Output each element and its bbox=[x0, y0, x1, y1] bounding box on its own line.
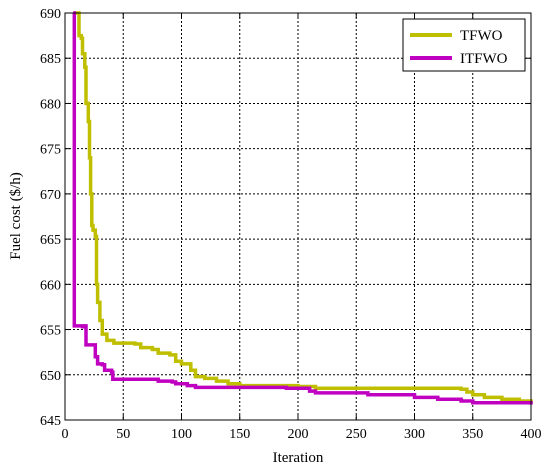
y-tick-label: 665 bbox=[40, 233, 61, 248]
x-tick-labels: 0 50 100 150 200 250 300 350 400 bbox=[62, 427, 542, 442]
x-tick-label: 400 bbox=[521, 427, 542, 442]
plot-frame bbox=[64, 12, 532, 421]
plot-area bbox=[65, 13, 531, 420]
y-tick-label: 675 bbox=[40, 143, 61, 158]
y-axis-title: Fuel cost ($/h) bbox=[8, 172, 24, 260]
x-tick-label: 300 bbox=[404, 427, 425, 442]
legend-box bbox=[402, 18, 526, 72]
legend-label-itfwo: ITFWO bbox=[460, 51, 508, 67]
x-axis-title: Iteration bbox=[273, 450, 324, 466]
series-group bbox=[72, 11, 533, 405]
x-tick-label: 0 bbox=[62, 427, 69, 442]
legend-label-tfwo: TFWO bbox=[460, 28, 503, 44]
y-tick-label: 650 bbox=[40, 369, 61, 384]
y-tick-label: 690 bbox=[40, 7, 61, 22]
legend: TFWO ITFWO bbox=[402, 18, 526, 72]
y-tick-label: 670 bbox=[40, 188, 61, 203]
x-tick-label: 150 bbox=[229, 427, 250, 442]
x-tick-label: 350 bbox=[462, 427, 483, 442]
x-tick-label: 100 bbox=[171, 427, 192, 442]
x-tick-label: 200 bbox=[288, 427, 309, 442]
y-tick-label: 655 bbox=[40, 324, 61, 339]
y-tick-label: 685 bbox=[40, 52, 61, 67]
x-tick-label: 50 bbox=[116, 427, 130, 442]
x-tick-label: 250 bbox=[346, 427, 367, 442]
grid bbox=[65, 13, 531, 420]
series-line-itfwo bbox=[72, 11, 533, 405]
y-tick-labels: 645 650 655 660 665 670 675 680 685 690 bbox=[40, 7, 61, 429]
y-tick-label: 680 bbox=[40, 97, 61, 112]
y-tick-label: 645 bbox=[40, 414, 61, 429]
series-line-tfwo bbox=[74, 11, 533, 403]
y-tick-label: 660 bbox=[40, 278, 61, 293]
